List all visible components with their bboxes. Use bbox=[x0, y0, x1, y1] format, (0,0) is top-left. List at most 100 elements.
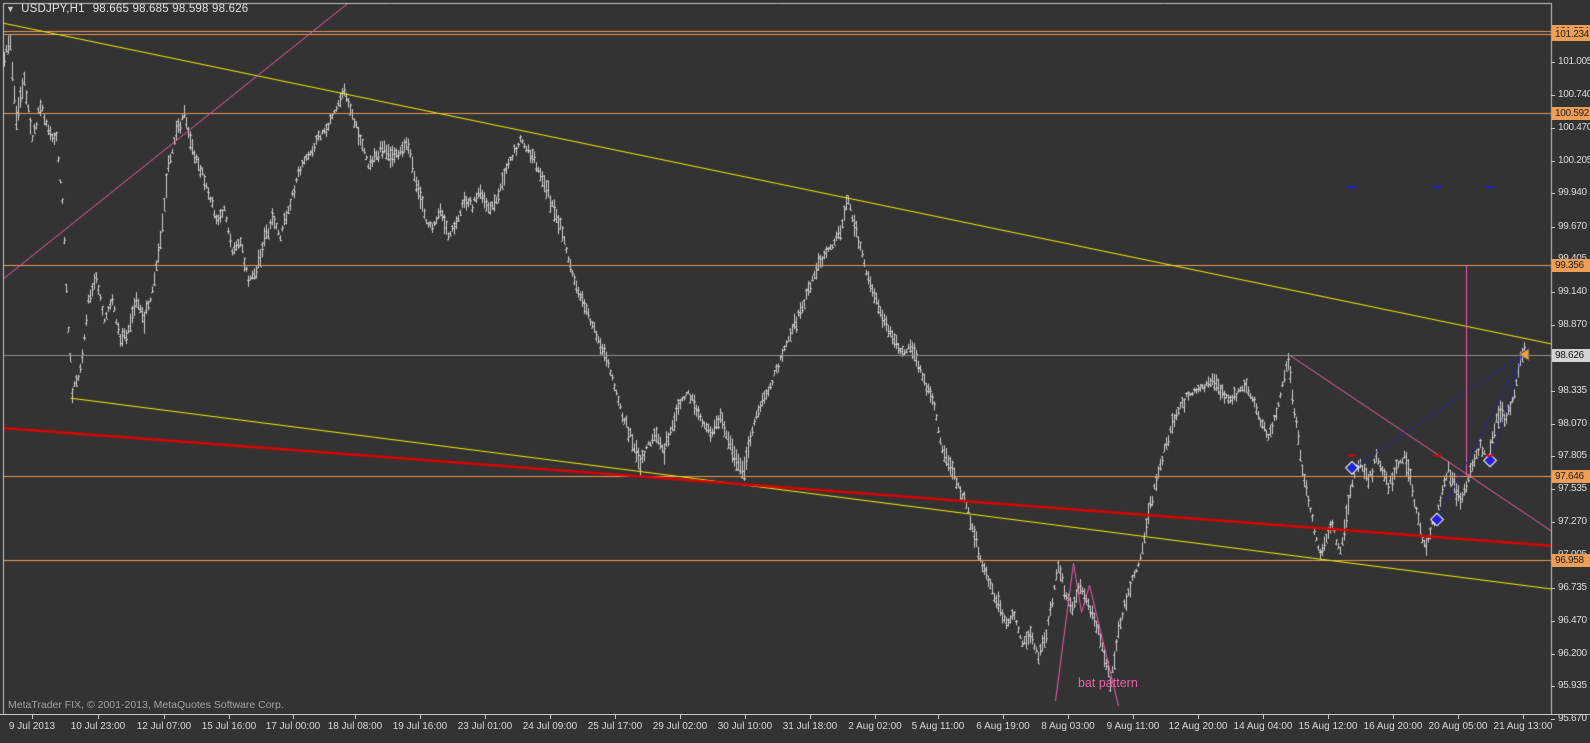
price-tick-mark bbox=[1551, 193, 1555, 194]
time-axis-line bbox=[0, 714, 1590, 715]
time-tick-label: 19 Jul 16:00 bbox=[392, 721, 448, 732]
time-tick-mark bbox=[229, 715, 230, 719]
price-tick-mark bbox=[1551, 489, 1555, 490]
price-tick-label: 97.805 bbox=[1558, 450, 1587, 461]
time-tick-label: 23 Jul 01:00 bbox=[457, 721, 513, 732]
time-tick-label: 10 Jul 23:00 bbox=[70, 721, 126, 732]
price-level-label: 99.356 bbox=[1552, 259, 1590, 272]
time-tick-label: 14 Aug 04:00 bbox=[1233, 721, 1293, 732]
chart-header: ▼ USDJPY,H1 98.665 98.685 98.598 98.626 bbox=[6, 3, 248, 15]
price-tick-label: 99.140 bbox=[1558, 286, 1587, 297]
price-tick-mark bbox=[1551, 588, 1555, 589]
time-tick-mark bbox=[875, 715, 876, 719]
price-tick-label: 100.470 bbox=[1558, 122, 1590, 133]
time-tick-mark bbox=[1263, 715, 1264, 719]
current-price-label: 98.626 bbox=[1552, 349, 1590, 362]
copyright-label: MetaTrader FIX, © 2001-2013, MetaQuotes … bbox=[8, 699, 284, 711]
time-tick-mark bbox=[1328, 715, 1329, 719]
time-tick-label: 17 Jul 00:00 bbox=[265, 721, 321, 732]
time-tick-mark bbox=[680, 715, 681, 719]
price-tick-label: 97.535 bbox=[1558, 483, 1587, 494]
time-tick-label: 18 Jul 08:00 bbox=[327, 721, 383, 732]
price-tick-label: 98.070 bbox=[1558, 418, 1587, 429]
price-tick-mark bbox=[1551, 62, 1555, 63]
price-tick-label: 100.205 bbox=[1558, 155, 1590, 166]
time-tick-mark bbox=[485, 715, 486, 719]
price-tick-label: 97.270 bbox=[1558, 516, 1587, 527]
price-tick-mark bbox=[1551, 654, 1555, 655]
time-tick-mark bbox=[420, 715, 421, 719]
price-tick-mark bbox=[1551, 161, 1555, 162]
price-tick-label: 96.735 bbox=[1558, 582, 1587, 593]
time-tick-mark bbox=[164, 715, 165, 719]
price-tick-label: 96.200 bbox=[1558, 648, 1587, 659]
time-tick-label: 12 Jul 07:00 bbox=[136, 721, 192, 732]
time-tick-label: 8 Aug 03:00 bbox=[1041, 721, 1095, 732]
time-tick-mark bbox=[938, 715, 939, 719]
price-level-label: 100.592 bbox=[1552, 107, 1590, 120]
time-tick-mark bbox=[32, 715, 33, 719]
time-tick-mark bbox=[1198, 715, 1199, 719]
symbol-dropdown-icon[interactable]: ▼ bbox=[6, 4, 16, 14]
price-tick-label: 98.870 bbox=[1558, 319, 1587, 330]
time-tick-label: 21 Aug 13:00 bbox=[1493, 721, 1553, 732]
time-tick-label: 30 Jul 10:00 bbox=[717, 721, 773, 732]
time-tick-label: 29 Jul 02:00 bbox=[652, 721, 708, 732]
time-tick-label: 9 Aug 11:00 bbox=[1106, 721, 1160, 732]
time-tick-label: 15 Aug 12:00 bbox=[1298, 721, 1358, 732]
time-tick-label: 16 Aug 20:00 bbox=[1363, 721, 1423, 732]
time-tick-mark bbox=[1133, 715, 1134, 719]
price-tick-label: 98.335 bbox=[1558, 385, 1587, 396]
price-tick-mark bbox=[1551, 292, 1555, 293]
price-tick-label: 101.005 bbox=[1558, 56, 1590, 67]
time-tick-label: 31 Jul 18:00 bbox=[782, 721, 838, 732]
price-axis: 101.005 100.740 100.470 100.205 99.940 99.670… bbox=[1551, 0, 1590, 724]
time-tick-mark bbox=[745, 715, 746, 719]
time-tick-label: 20 Aug 05:00 bbox=[1428, 721, 1488, 732]
time-tick-label: 2 Aug 02:00 bbox=[848, 721, 902, 732]
time-tick-mark bbox=[550, 715, 551, 719]
time-axis: 9 Jul 2013 10 Jul 23:00 12 Jul 07:00 15 Jul… bbox=[0, 714, 1590, 743]
price-level-label: 96.958 bbox=[1552, 554, 1590, 567]
time-tick-mark bbox=[1068, 715, 1069, 719]
price-tick-mark bbox=[1551, 128, 1555, 129]
price-tick-mark bbox=[1551, 456, 1555, 457]
price-tick-label: 99.670 bbox=[1558, 221, 1587, 232]
bat-pattern-annotation[interactable]: bat pattern bbox=[1078, 676, 1138, 690]
time-tick-label: 5 Aug 11:00 bbox=[911, 721, 965, 732]
time-tick-label: 9 Jul 2013 bbox=[8, 721, 56, 732]
time-tick-mark bbox=[810, 715, 811, 719]
price-tick-label: 99.405 bbox=[1558, 253, 1587, 264]
price-tick-mark bbox=[1551, 424, 1555, 425]
time-tick-label: 12 Aug 20:00 bbox=[1168, 721, 1228, 732]
price-tick-mark bbox=[1551, 621, 1555, 622]
time-tick-mark bbox=[98, 715, 99, 719]
time-tick-label: 24 Jul 09:00 bbox=[522, 721, 578, 732]
price-tick-mark bbox=[1551, 719, 1555, 720]
time-tick-mark bbox=[293, 715, 294, 719]
price-tick-mark bbox=[1551, 686, 1555, 687]
price-level-label: 101.234 bbox=[1552, 28, 1590, 41]
price-tick-mark bbox=[1551, 391, 1555, 392]
price-tick-label: 95.935 bbox=[1558, 680, 1587, 691]
time-tick-mark bbox=[1523, 715, 1524, 719]
price-level-label: 97.646 bbox=[1552, 470, 1590, 483]
time-tick-mark bbox=[1003, 715, 1004, 719]
price-tick-label: 99.940 bbox=[1558, 187, 1587, 198]
price-tick-mark bbox=[1551, 227, 1555, 228]
price-tick-mark bbox=[1551, 95, 1555, 96]
price-tick-label: 96.470 bbox=[1558, 615, 1587, 626]
ohlc-quote-label: 98.665 98.685 98.598 98.626 bbox=[92, 3, 249, 15]
time-tick-mark bbox=[1393, 715, 1394, 719]
time-tick-label: 6 Aug 19:00 bbox=[976, 721, 1030, 732]
price-tick-label: 100.740 bbox=[1558, 89, 1590, 100]
time-tick-label: 15 Jul 16:00 bbox=[201, 721, 257, 732]
price-tick-label: 95.670 bbox=[1558, 713, 1587, 724]
time-tick-label: 25 Jul 17:00 bbox=[587, 721, 643, 732]
price-tick-mark bbox=[1551, 522, 1555, 523]
time-tick-mark bbox=[355, 715, 356, 719]
time-tick-mark bbox=[1458, 715, 1459, 719]
symbol-timeframe-label: USDJPY,H1 bbox=[21, 3, 85, 15]
